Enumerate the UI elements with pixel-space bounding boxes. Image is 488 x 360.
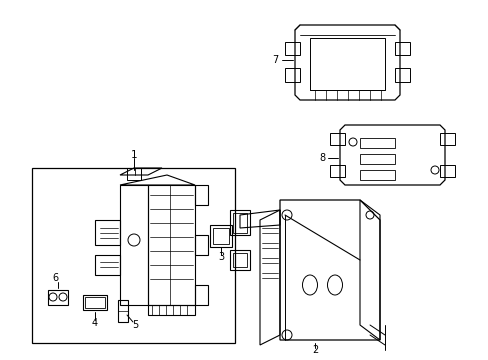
Bar xyxy=(309,38,384,90)
Text: 2: 2 xyxy=(311,345,318,355)
Text: 4: 4 xyxy=(92,318,98,328)
Bar xyxy=(209,225,231,247)
Text: 5: 5 xyxy=(132,320,138,330)
Bar xyxy=(213,228,228,244)
Bar xyxy=(359,138,394,148)
Bar xyxy=(118,300,128,322)
Text: 8: 8 xyxy=(318,153,325,163)
Bar xyxy=(359,154,394,164)
Text: 7: 7 xyxy=(271,55,278,65)
Text: 6: 6 xyxy=(52,273,58,283)
Text: 1: 1 xyxy=(130,150,137,160)
Bar xyxy=(359,170,394,180)
Bar xyxy=(85,297,105,308)
Text: 3: 3 xyxy=(218,252,224,262)
Bar xyxy=(232,213,246,233)
Bar xyxy=(232,253,246,267)
Bar xyxy=(32,168,235,343)
